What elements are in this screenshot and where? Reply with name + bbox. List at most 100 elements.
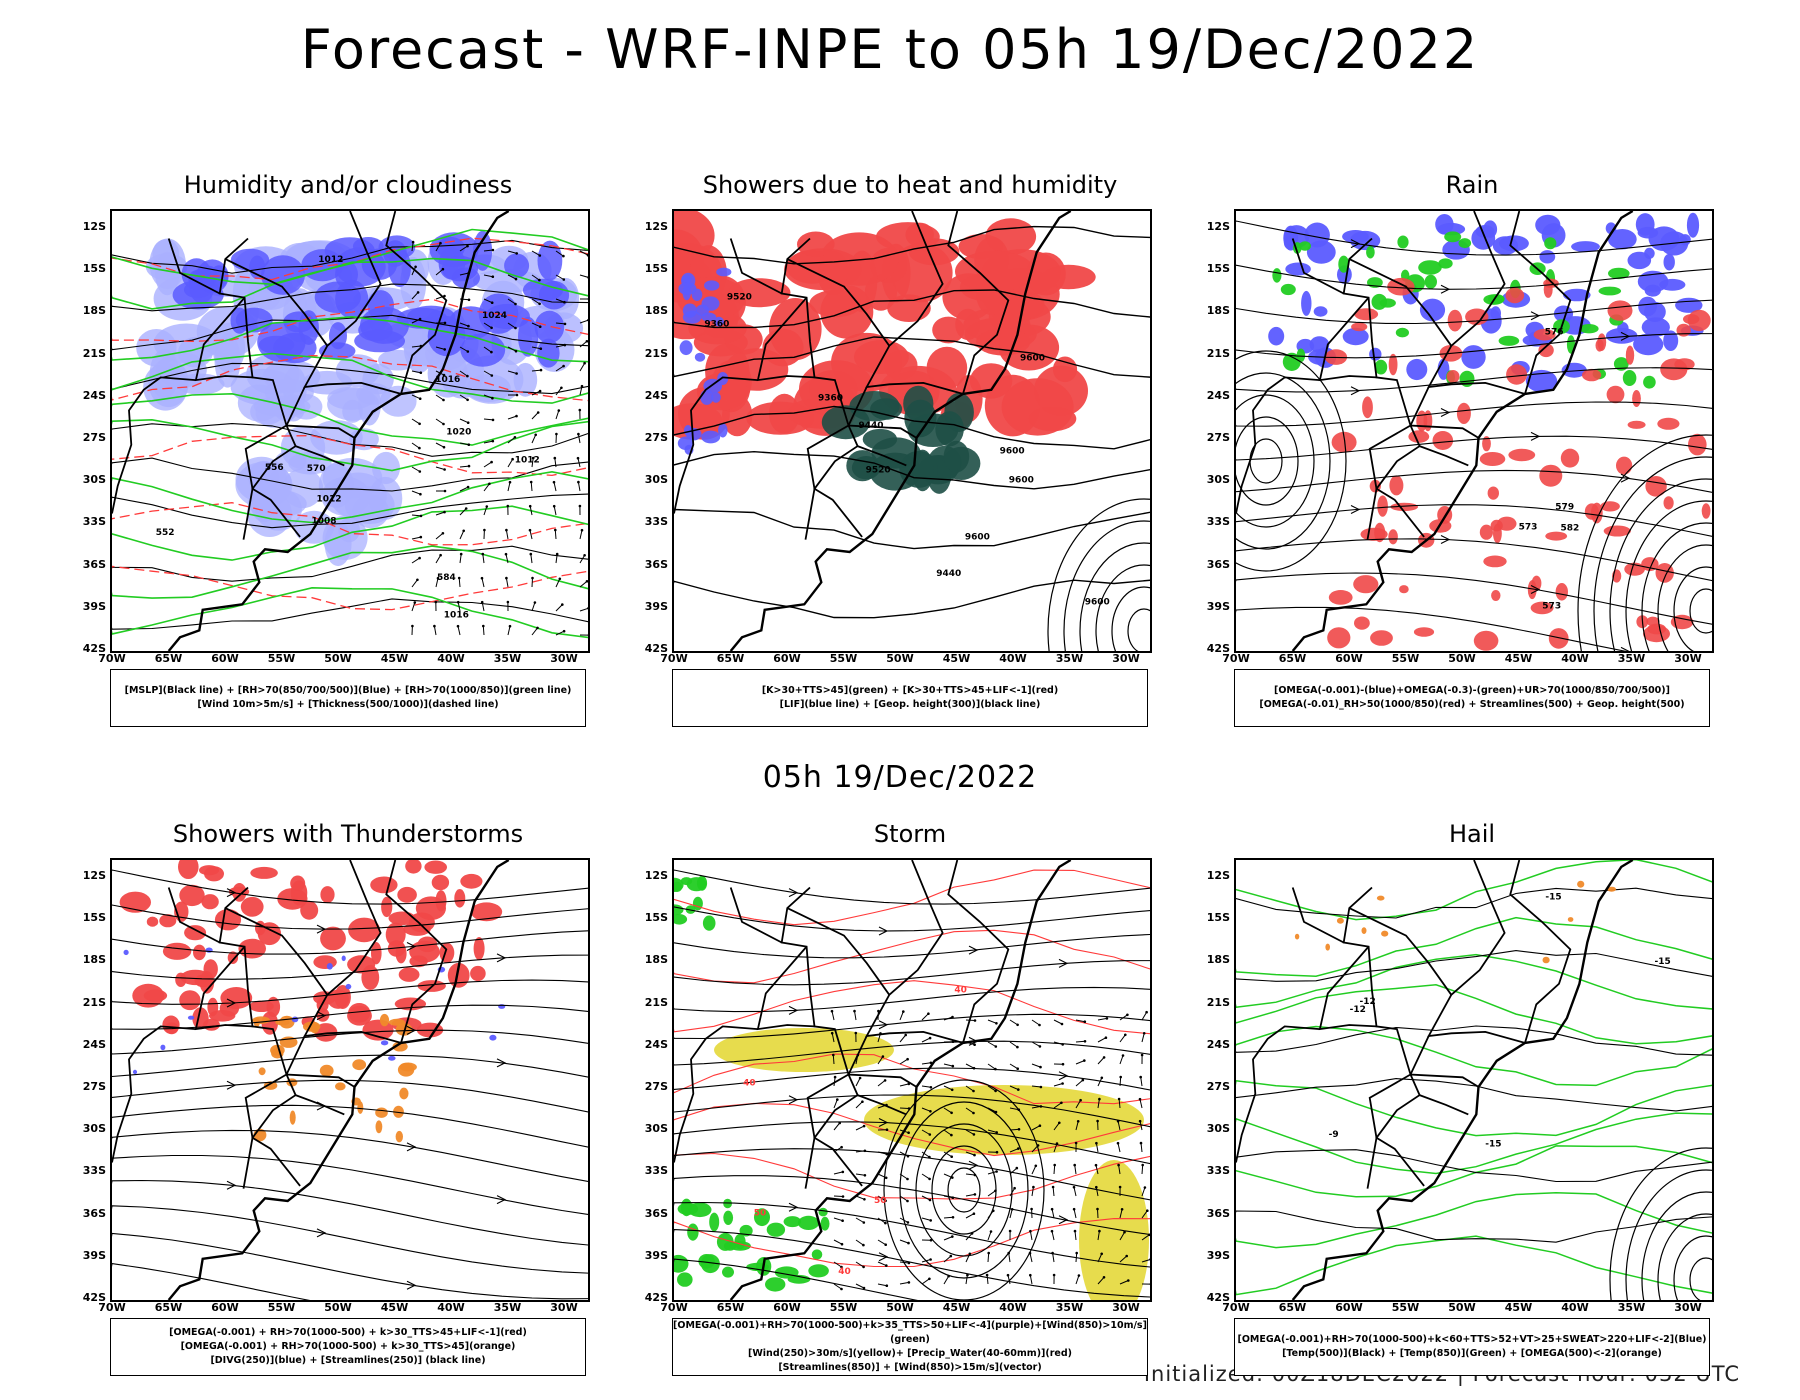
- legend-line: [MSLP](Black line) + [RH>70(850/700/500)…: [124, 685, 572, 696]
- borders: [1236, 211, 1572, 540]
- latitude-label: 39S: [82, 1248, 106, 1262]
- streamlines-500: [1236, 220, 1712, 651]
- latitude-label: 42S: [1206, 1291, 1230, 1304]
- contour-label: -15: [1655, 957, 1671, 967]
- latitude-label: 33S: [644, 1164, 668, 1178]
- latitude-label: 24S: [644, 388, 668, 402]
- contour-label: -15: [1545, 893, 1561, 903]
- contour-label: 570: [307, 464, 326, 474]
- longitude-label: 40W: [999, 1301, 1027, 1314]
- longitude-label: 50W: [886, 652, 914, 665]
- contour-label: 1012: [318, 255, 343, 265]
- contour-label: 9600: [965, 533, 990, 543]
- latitude-label: 18S: [1206, 304, 1230, 318]
- longitude-label: 30W: [1112, 1301, 1140, 1314]
- borders: [674, 860, 1010, 1189]
- jet-yellow-area: [714, 1028, 894, 1072]
- map-panel: -9 -12 -15 -15 -12 -15: [1234, 858, 1714, 1302]
- latitude-label: 18S: [644, 304, 668, 318]
- map-canvas: 9600 9600 9600 9600 9600 9520 9520 9440 9440 9360…: [674, 211, 1150, 651]
- geop-height-300: [674, 225, 1150, 619]
- longitude-label: 60W: [211, 652, 239, 665]
- panel-title: Storm: [873, 820, 947, 848]
- legend-line: [K>30+TTS>45](green) + [K>30+TTS>45+LIF<…: [761, 685, 1059, 696]
- map-canvas: 582 579 576 573 573: [1236, 211, 1712, 651]
- contour-label: 9520: [866, 465, 891, 475]
- map-panel: [110, 858, 590, 1302]
- latitude-label: 21S: [644, 995, 668, 1009]
- borders: [674, 211, 1010, 540]
- coastline: [729, 211, 1072, 651]
- longitude-label: 45W: [380, 1301, 409, 1314]
- latitude-label: 21S: [644, 346, 668, 360]
- longitude-label: 55W: [829, 652, 858, 665]
- latitude-label: 42S: [644, 642, 668, 655]
- longitude-label: 45W: [942, 1301, 971, 1314]
- streamlines-850: [674, 869, 1150, 1300]
- longitude-label: 45W: [1504, 652, 1533, 665]
- contour-label: 552: [156, 528, 175, 538]
- contour-label: 1012: [317, 495, 342, 505]
- latitude-label: 27S: [82, 1080, 106, 1093]
- wind850-green-area-north: [674, 875, 716, 931]
- map-canvas: -9 -12 -15 -15 -12 -15: [1236, 860, 1712, 1300]
- latitude-label: 36S: [82, 1206, 106, 1220]
- latitude-label: 42S: [82, 1291, 106, 1304]
- panel-title: Showers with Thunderstorms: [172, 820, 524, 848]
- latitude-label: 18S: [82, 304, 106, 318]
- latitude-label: 36S: [1206, 1206, 1230, 1220]
- contour-label: 584: [437, 573, 456, 583]
- panel-title: Hail: [1448, 820, 1496, 848]
- latitude-label: 12S: [82, 869, 106, 882]
- latitude-label: 30S: [1206, 1122, 1230, 1136]
- legend-line: [OMEGA(-0.001)+RH>70(1000-500)+k<60+TTS>…: [1237, 1334, 1707, 1345]
- longitude-label: 70W: [98, 652, 126, 665]
- contour-label: 40: [743, 1078, 756, 1088]
- longitude-label: 55W: [1391, 652, 1420, 665]
- longitude-label: 55W: [267, 652, 296, 665]
- longitude-label: 30W: [550, 1301, 578, 1314]
- longitude-label: 30W: [1112, 652, 1140, 665]
- borders: [112, 860, 448, 1189]
- contour-label: 9600: [1085, 598, 1110, 608]
- panel-legend: [OMEGA(-0.001)+RH>70(1000-500)+k<60+TTS>…: [1234, 1318, 1710, 1376]
- latitude-label: 21S: [1206, 346, 1230, 360]
- latitude-label: 36S: [82, 557, 106, 571]
- contour-label: 9600: [1020, 353, 1045, 363]
- rh-light-blue-area-south: [235, 379, 417, 567]
- longitude-label: 30W: [550, 652, 578, 665]
- longitude-label: 65W: [1278, 1301, 1307, 1314]
- longitude-label: 35W: [493, 1301, 522, 1314]
- thickness-lines: [112, 237, 588, 611]
- thunder-red-area: [119, 860, 503, 1042]
- temp500-black-lines: [1236, 887, 1712, 1243]
- divg-blue-area: [123, 947, 506, 1075]
- contour-label: 1008: [312, 517, 337, 527]
- latitude-label: 27S: [82, 431, 106, 444]
- jet-yellow-area-3: [1079, 1160, 1149, 1300]
- map-canvas: [112, 860, 588, 1300]
- longitude-label: 70W: [660, 1301, 688, 1314]
- map-canvas: 1012 1008 1012 1012 1016 1016 1020 1024 570 584 55…: [112, 211, 588, 651]
- longitude-label: 65W: [1278, 652, 1307, 665]
- longitude-label: 45W: [1504, 1301, 1533, 1314]
- latitude-label: 12S: [1206, 869, 1230, 882]
- longitude-label: 65W: [716, 1301, 745, 1314]
- panel-legend: [MSLP](Black line) + [RH>70(850/700/500)…: [110, 669, 586, 727]
- latitude-label: 39S: [644, 1248, 668, 1262]
- longitude-label: 35W: [493, 652, 522, 665]
- panel-legend: [OMEGA(-0.001) + RH>70(1000-500) + k>30_…: [110, 1318, 586, 1376]
- longitude-label: 55W: [267, 1301, 296, 1314]
- latitude-label: 42S: [82, 642, 106, 655]
- panel-title: Showers due to heat and humidity: [702, 171, 1118, 199]
- latitude-label: 36S: [1206, 557, 1230, 571]
- longitude-label: 30W: [1674, 1301, 1702, 1314]
- contour-label: 556: [265, 463, 284, 473]
- coastline: [729, 860, 1072, 1300]
- longitude-label: 30W: [1674, 652, 1702, 665]
- latitude-label: 30S: [644, 473, 668, 487]
- longitude-label: 40W: [437, 652, 465, 665]
- contour-label: 50: [754, 1208, 767, 1218]
- longitude-label: 60W: [211, 1301, 239, 1314]
- latitude-label: 36S: [644, 557, 668, 571]
